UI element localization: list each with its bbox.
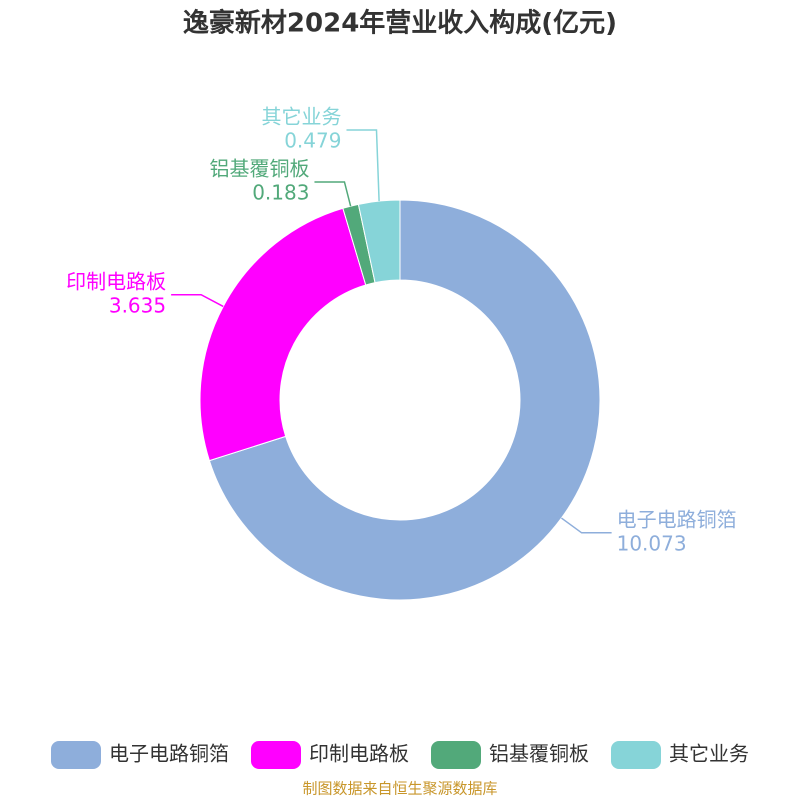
leader-line — [346, 129, 380, 202]
slice-label: 其它业务 — [261, 104, 341, 128]
legend-label: 铝基覆铜板 — [489, 742, 589, 766]
value-label: 0.183 — [252, 180, 309, 204]
leader-line — [561, 517, 612, 534]
legend-label: 其它业务 — [669, 742, 749, 766]
slice — [208, 199, 601, 601]
legend-label: 电子电路铜箔 — [109, 742, 229, 766]
legend-swatch — [51, 741, 101, 769]
leader-line — [171, 294, 224, 308]
slice — [357, 199, 401, 284]
leader-line — [314, 181, 352, 207]
chart-title: 逸豪新材2024年营业收入构成(亿元) — [183, 8, 617, 39]
legend-swatch — [431, 741, 481, 769]
legend: 电子电路铜箔 印制电路板 铝基覆铜板 其它业务 — [51, 741, 749, 769]
slice-label: 铝基覆铜板 — [209, 156, 309, 180]
slice-label: 电子电路铜箔 — [617, 507, 737, 531]
legend-swatch — [611, 741, 661, 769]
value-label: 10.073 — [617, 531, 687, 555]
value-label: 0.479 — [284, 128, 341, 152]
slice — [199, 207, 367, 462]
source-note: 制图数据来自恒生聚源数据库 — [302, 780, 497, 798]
legend-label: 印制电路板 — [309, 742, 409, 766]
value-label: 3.635 — [109, 293, 166, 317]
legend-swatch — [251, 741, 301, 769]
slice-label: 印制电路板 — [66, 269, 166, 293]
